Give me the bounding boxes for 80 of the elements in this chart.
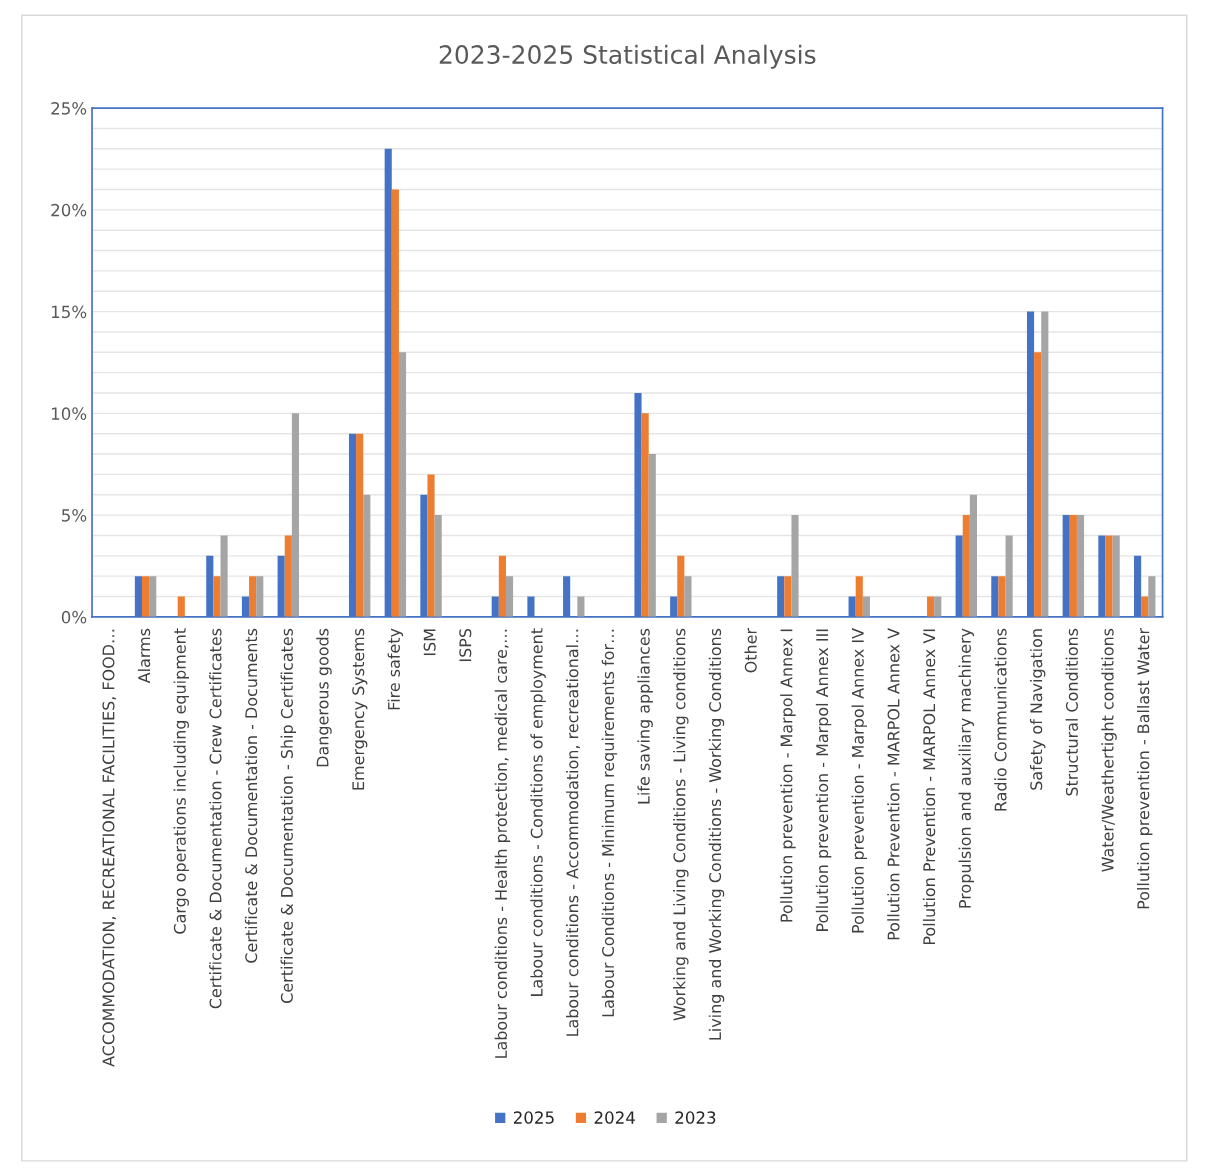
y-tick-label: 15% xyxy=(51,305,87,319)
bar xyxy=(1112,535,1120,617)
bar xyxy=(791,515,799,617)
x-tick-label: ACCOMMODATION, RECREATIONAL FACILITIES, FOOD… xyxy=(102,629,117,1067)
x-tick-label: Emergency Systems xyxy=(352,628,368,790)
y-tick-label: 5% xyxy=(62,509,87,522)
x-tick-label: Certificate & Documentation - Documents xyxy=(244,628,258,963)
x-tick-label: Certificate & Documentation - Ship Certificates xyxy=(280,628,297,1003)
x-tick-label: Dangerous goods xyxy=(316,628,332,767)
bar xyxy=(1105,535,1113,617)
x-tick-label: Other xyxy=(744,627,757,673)
x-tick-label: Structural Conditions xyxy=(1065,628,1078,796)
bar xyxy=(855,576,863,617)
bar xyxy=(1069,515,1077,617)
bar xyxy=(927,596,935,617)
bar xyxy=(356,433,364,617)
x-tick-label: Pollution Prevention - MARPOL Annex VI xyxy=(922,629,936,945)
x-tick-label: Labour Conditions - Minimum requirements for… xyxy=(601,629,618,1017)
x-tick-label: Living and Working Conditions - Working Conditions xyxy=(708,628,725,1040)
bar xyxy=(149,576,157,617)
bar xyxy=(684,576,692,617)
y-tick-label: 25% xyxy=(51,102,87,115)
bar xyxy=(363,494,371,617)
bar xyxy=(256,576,264,617)
bar xyxy=(862,596,870,617)
bar xyxy=(784,576,792,617)
x-tick-label: Cargo operations including equipment xyxy=(173,628,189,934)
x-tick-label: Alarms xyxy=(137,628,151,684)
bar xyxy=(427,474,435,617)
legend-label: 2025 xyxy=(513,1111,554,1124)
bar xyxy=(641,413,649,617)
x-tick-label: Water/Weathertight conditions xyxy=(1101,628,1117,872)
x-tick-label: Propulsion and auxiliary machinery xyxy=(958,628,975,908)
bar xyxy=(505,576,514,617)
x-tick-label: ISM xyxy=(423,629,436,656)
bar xyxy=(391,189,399,617)
x-tick-label: Safety of Navigation xyxy=(1029,629,1046,790)
chart-title: 2023-2025 Statistical Analysis xyxy=(439,44,816,69)
bar xyxy=(677,555,685,617)
x-tick-label: Pollution Prevention - MARPOL Annex V xyxy=(887,628,900,940)
bar xyxy=(249,576,257,617)
bar xyxy=(969,494,977,617)
x-tick-label: Fire safety xyxy=(387,628,404,710)
bar xyxy=(498,555,506,617)
bar xyxy=(577,596,585,617)
legend-label: 2023 xyxy=(675,1111,716,1124)
y-tick-label: 0% xyxy=(61,610,87,624)
x-tick-label: Radio Communications xyxy=(994,628,1007,811)
bar xyxy=(962,515,970,617)
bar xyxy=(291,413,299,617)
x-tick-label: Pollution prevention - Ballast Water xyxy=(1136,627,1153,909)
x-tick-label: Pollution prevention - Marpol Annex I xyxy=(780,629,796,922)
bar xyxy=(284,535,292,617)
bar xyxy=(213,576,221,617)
x-tick-label: Life saving appliances xyxy=(637,628,653,804)
bar xyxy=(1141,596,1149,617)
bar xyxy=(1034,352,1042,617)
y-tick-label: 20% xyxy=(51,203,87,217)
bar xyxy=(141,576,150,617)
bar xyxy=(1148,576,1156,617)
x-tick-label: Labour conditions - Accommodation, recreational… xyxy=(566,629,581,1036)
bar xyxy=(648,454,656,617)
bar xyxy=(177,596,185,617)
x-tick-label: Labour conditions - Conditions of employment xyxy=(530,628,546,996)
bar xyxy=(1041,311,1049,617)
bar xyxy=(934,596,942,617)
legend-label: 2024 xyxy=(594,1111,635,1124)
bar xyxy=(1005,535,1013,617)
x-tick-label: ISPS xyxy=(459,628,472,662)
bar xyxy=(1076,515,1085,617)
y-tick-label: 10% xyxy=(51,407,87,420)
x-tick-label: Working and Living Conditions - Living conditions xyxy=(673,628,689,1021)
x-tick-label: Labour conditions - Health protection, medical care,… xyxy=(494,629,511,1058)
bar xyxy=(398,352,407,617)
bar xyxy=(998,576,1006,617)
x-tick-label: Pollution prevention - Marpol Annex III xyxy=(815,629,832,931)
bar xyxy=(220,535,228,617)
x-tick-label: Certificate & Documentation - Crew Certificates xyxy=(209,628,222,1009)
bar xyxy=(434,515,442,617)
x-tick-label: Pollution prevention - Marpol Annex IV xyxy=(851,628,867,933)
